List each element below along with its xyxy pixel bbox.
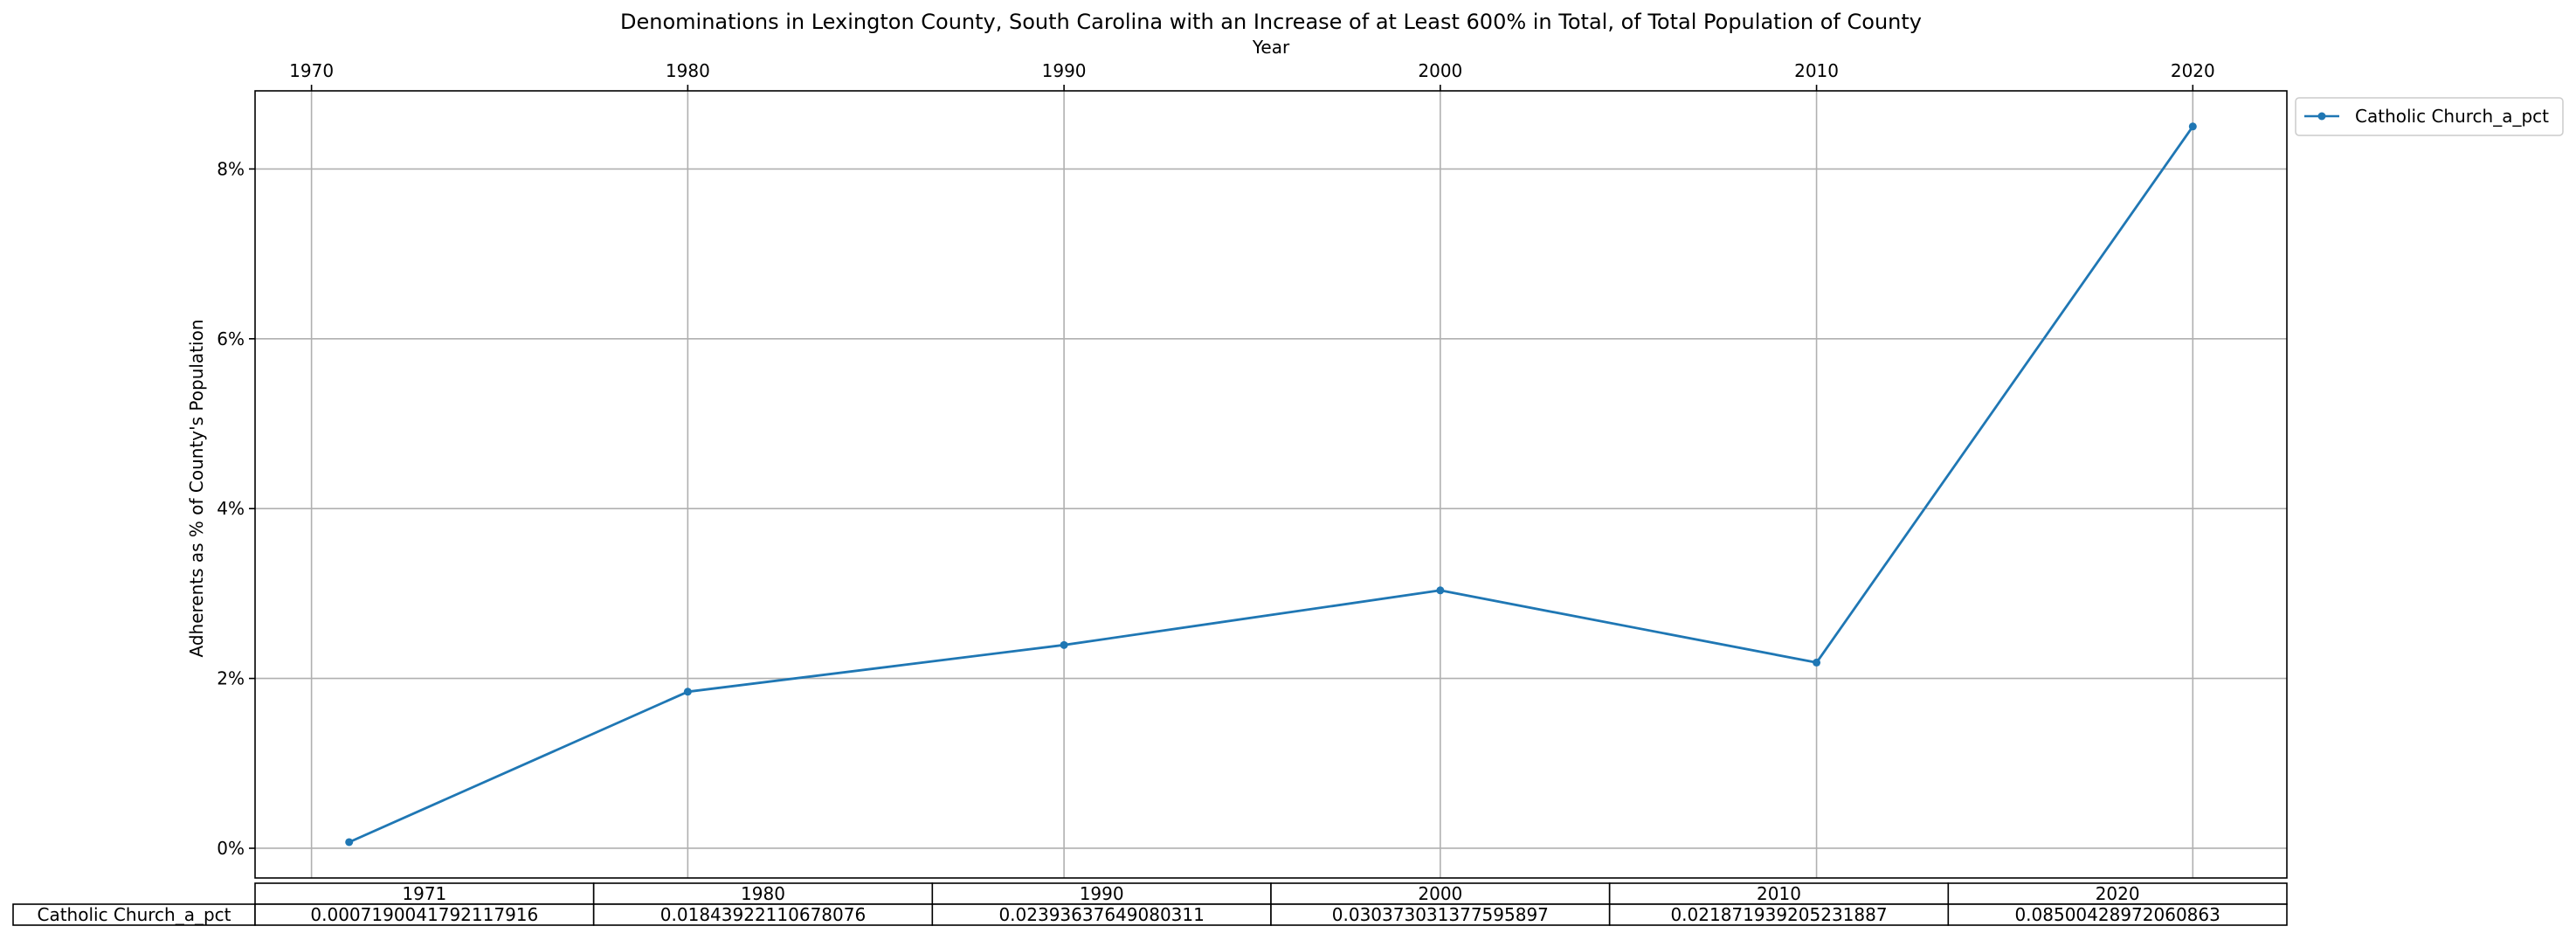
table-cell-value: 0.01843922110678076 (660, 904, 866, 925)
table-cell-value: 0.0007190041792117916 (310, 904, 538, 925)
x-tick-label: 2010 (1794, 60, 1839, 81)
legend: Catholic Church_a_pct (2295, 97, 2564, 136)
table-cell (1270, 903, 1611, 926)
y-tick-label: 6% (217, 328, 245, 349)
table-cell-value: 0.08500428972060863 (2014, 904, 2220, 925)
y-tick-label: 4% (217, 498, 245, 519)
x-tick-label: 2020 (2171, 60, 2215, 81)
x-tick-label: 1980 (666, 60, 710, 81)
series-layer (345, 122, 2197, 847)
chart-title: Denominations in Lexington County, South… (620, 10, 1922, 34)
data-point (683, 688, 692, 696)
table-column-label: 2010 (1757, 883, 1801, 904)
table-header-cell (592, 882, 934, 905)
table-cell (931, 903, 1272, 926)
data-point (345, 838, 354, 847)
y-axis-label: Adherents as % of County's Population (186, 319, 207, 657)
table-column-label: 2020 (2096, 883, 2140, 904)
data-table: 1971 1980 1990 2000 2010 2020 Catholic Church_… (12, 882, 2288, 926)
y-tick-label: 2% (217, 668, 245, 689)
data-point (2188, 122, 2197, 131)
legend-box (2295, 97, 2564, 136)
y-tick-label: 0% (217, 838, 245, 859)
legend-entry: Catholic Church_a_pct (2355, 106, 2549, 127)
y-tick-label: 8% (217, 158, 245, 179)
series-line (349, 125, 2194, 844)
table-header-cell (1947, 882, 2288, 905)
legend-point-marker (2317, 112, 2326, 121)
x-axis-label: Year (1252, 37, 1290, 58)
grid (255, 91, 2287, 878)
table-cell (254, 903, 595, 926)
table-column-label: 2000 (1418, 883, 1462, 904)
x-tick-label: 2000 (1418, 60, 1462, 81)
table-header-cell (1270, 882, 1611, 905)
plot-frame (254, 90, 2288, 879)
table-column-label: 1990 (1080, 883, 1124, 904)
data-point (1813, 658, 1821, 667)
table-cell-value: 0.021871939205231887 (1670, 904, 1887, 925)
table-cell-value: 0.02393637649080311 (998, 904, 1204, 925)
table-cell (1947, 903, 2288, 926)
x-tick-label: 1970 (289, 60, 334, 81)
axis-ticks: 1970 1980 1990 2000 2010 2020 0% 2% 4% 6% 8% (217, 60, 2215, 859)
table-column-label: 1980 (741, 883, 785, 904)
table-cell-value: 0.030373031377595897 (1332, 904, 1549, 925)
data-point (1436, 586, 1445, 595)
table-row-label: Catholic Church_a_pct (37, 904, 231, 925)
table-column-label: 1971 (402, 883, 446, 904)
table-row-label-cell (12, 903, 256, 926)
x-tick-label: 1990 (1042, 60, 1087, 81)
data-point (1060, 640, 1068, 649)
